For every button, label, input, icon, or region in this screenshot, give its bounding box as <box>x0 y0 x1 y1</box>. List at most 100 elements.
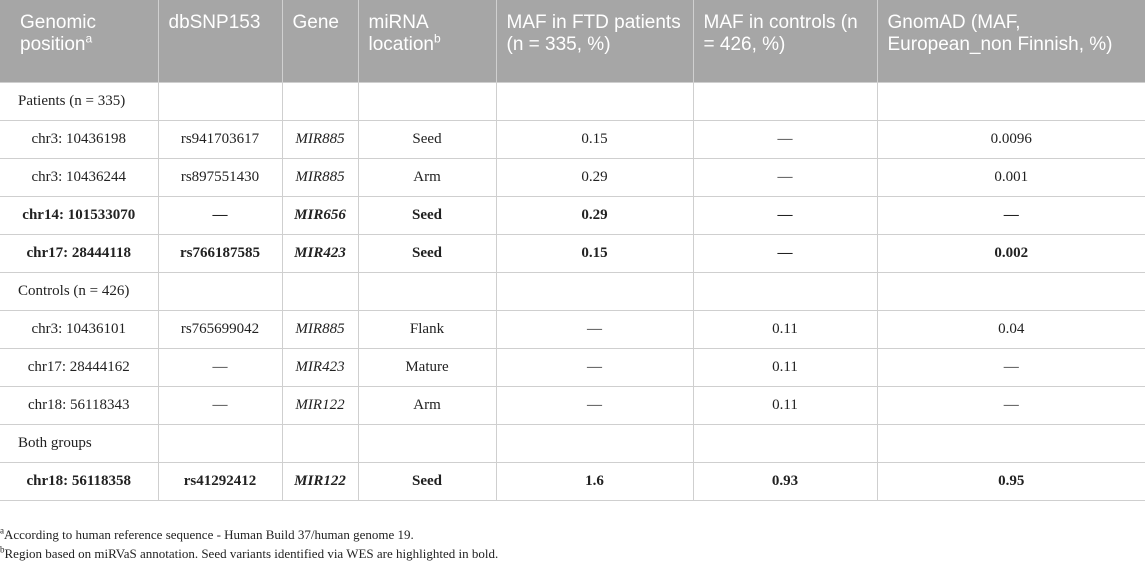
header-genomic-position: Genomic positiona <box>0 0 158 82</box>
header-dbsnp: dbSNP153 <box>157 0 282 82</box>
empty-cell <box>876 81 1145 121</box>
genomic-position-cell: chr3: 10436244 <box>0 157 159 197</box>
gene-cell: MIR423 <box>281 347 359 387</box>
mirna-location-cell: Arm <box>357 157 497 197</box>
dbsnp-cell: — <box>157 195 283 235</box>
maf-controls-cell: — <box>692 233 878 273</box>
empty-cell <box>281 271 359 311</box>
header-gene: Gene <box>281 0 358 82</box>
empty-cell <box>357 271 497 311</box>
maf-ftd-cell: 0.29 <box>495 157 694 197</box>
maf-ftd-cell: — <box>495 309 694 349</box>
group-row: Both groups <box>0 423 1145 463</box>
gene-cell: MIR885 <box>281 119 359 159</box>
gene-cell: MIR885 <box>281 157 359 197</box>
dbsnp-cell: rs941703617 <box>157 119 283 159</box>
table-row: chr3: 10436101 rs765699042 MIR885 Flank … <box>0 309 1145 349</box>
genomic-position-cell: chr14: 101533070 <box>0 195 159 235</box>
empty-cell <box>357 81 497 121</box>
genomic-position-cell: chr17: 28444162 <box>0 347 159 387</box>
empty-cell <box>157 81 283 121</box>
table-row: chr17: 28444162 — MIR423 Mature — 0.11 — <box>0 347 1145 387</box>
gnomad-cell: 0.001 <box>876 157 1145 197</box>
header-maf-controls: MAF in controls (n = 426, %) <box>692 0 877 82</box>
table-row: chr18: 56118343 — MIR122 Arm — 0.11 — <box>0 385 1145 425</box>
empty-cell <box>281 423 359 463</box>
table-row-highlighted: chr14: 101533070 — MIR656 Seed 0.29 — — <box>0 195 1145 235</box>
maf-ftd-cell: 0.15 <box>495 119 694 159</box>
gnomad-cell: — <box>876 195 1145 235</box>
dbsnp-cell: — <box>157 385 283 425</box>
empty-cell <box>692 81 878 121</box>
maf-controls-cell: 0.11 <box>692 347 878 387</box>
maf-controls-cell: 0.93 <box>692 461 878 501</box>
mirna-location-cell: Seed <box>357 119 497 159</box>
empty-cell <box>876 423 1145 463</box>
empty-cell <box>495 423 694 463</box>
header-maf-ftd: MAF in FTD patients (n = 335, %) <box>495 0 693 82</box>
mirna-location-cell: Arm <box>357 385 497 425</box>
empty-cell <box>876 271 1145 311</box>
dbsnp-cell: — <box>157 347 283 387</box>
gene-cell: MIR885 <box>281 309 359 349</box>
maf-ftd-cell: — <box>495 385 694 425</box>
empty-cell <box>495 271 694 311</box>
genomic-position-cell: chr17: 28444118 <box>0 233 159 273</box>
empty-cell <box>692 423 878 463</box>
header-gnomad: GnomAD (MAF, European_non Finnish, %) <box>876 0 1145 82</box>
gnomad-cell: 0.95 <box>876 461 1145 501</box>
header-mirna-location: miRNA locationb <box>357 0 496 82</box>
gnomad-cell: — <box>876 385 1145 425</box>
maf-ftd-cell: 0.15 <box>495 233 694 273</box>
dbsnp-cell: rs897551430 <box>157 157 283 197</box>
mirna-location-cell: Seed <box>357 195 497 235</box>
empty-cell <box>692 271 878 311</box>
mirna-location-cell: Seed <box>357 461 497 501</box>
gnomad-cell: 0.0096 <box>876 119 1145 159</box>
maf-ftd-cell: 1.6 <box>495 461 694 501</box>
maf-controls-cell: — <box>692 157 878 197</box>
dbsnp-cell: rs41292412 <box>157 461 283 501</box>
table-row: chr3: 10436198 rs941703617 MIR885 Seed 0… <box>0 119 1145 159</box>
maf-controls-cell: — <box>692 195 878 235</box>
group-label: Patients (n = 335) <box>0 81 159 121</box>
maf-controls-cell: 0.11 <box>692 385 878 425</box>
footnote-b: bRegion based on miRVaS annotation. Seed… <box>0 544 499 561</box>
table-row-highlighted: chr18: 56118358 rs41292412 MIR122 Seed 1… <box>0 461 1145 501</box>
header-row: Genomic positiona dbSNP153 Gene miRNA lo… <box>0 0 1145 82</box>
empty-cell <box>157 423 283 463</box>
gnomad-cell: — <box>876 347 1145 387</box>
genomic-position-cell: chr3: 10436198 <box>0 119 159 159</box>
dbsnp-cell: rs765699042 <box>157 309 283 349</box>
footnote-a: aAccording to human reference sequence -… <box>0 525 414 542</box>
maf-controls-cell: — <box>692 119 878 159</box>
mirna-location-cell: Flank <box>357 309 497 349</box>
mirna-location-cell: Seed <box>357 233 497 273</box>
table-row: chr3: 10436244 rs897551430 MIR885 Arm 0.… <box>0 157 1145 197</box>
group-label: Both groups <box>0 423 159 463</box>
table-row-highlighted: chr17: 28444118 rs766187585 MIR423 Seed … <box>0 233 1145 273</box>
group-row: Controls (n = 426) <box>0 271 1145 311</box>
genomic-position-cell: chr18: 56118343 <box>0 385 159 425</box>
gnomad-cell: 0.002 <box>876 233 1145 273</box>
empty-cell <box>281 81 359 121</box>
maf-ftd-cell: 0.29 <box>495 195 694 235</box>
mirna-location-cell: Mature <box>357 347 497 387</box>
group-label: Controls (n = 426) <box>0 271 159 311</box>
gene-cell: MIR656 <box>281 195 359 235</box>
gene-cell: MIR122 <box>281 461 359 501</box>
genomic-position-cell: chr18: 56118358 <box>0 461 159 501</box>
maf-controls-cell: 0.11 <box>692 309 878 349</box>
gene-cell: MIR423 <box>281 233 359 273</box>
table-footnotes: aAccording to human reference sequence -… <box>0 525 498 563</box>
empty-cell <box>357 423 497 463</box>
empty-cell <box>157 271 283 311</box>
mirna-variants-table: Genomic positiona dbSNP153 Gene miRNA lo… <box>0 0 1145 501</box>
gene-cell: MIR122 <box>281 385 359 425</box>
maf-ftd-cell: — <box>495 347 694 387</box>
genomic-position-cell: chr3: 10436101 <box>0 309 159 349</box>
group-row: Patients (n = 335) <box>0 81 1145 121</box>
gnomad-cell: 0.04 <box>876 309 1145 349</box>
empty-cell <box>495 81 694 121</box>
dbsnp-cell: rs766187585 <box>157 233 283 273</box>
